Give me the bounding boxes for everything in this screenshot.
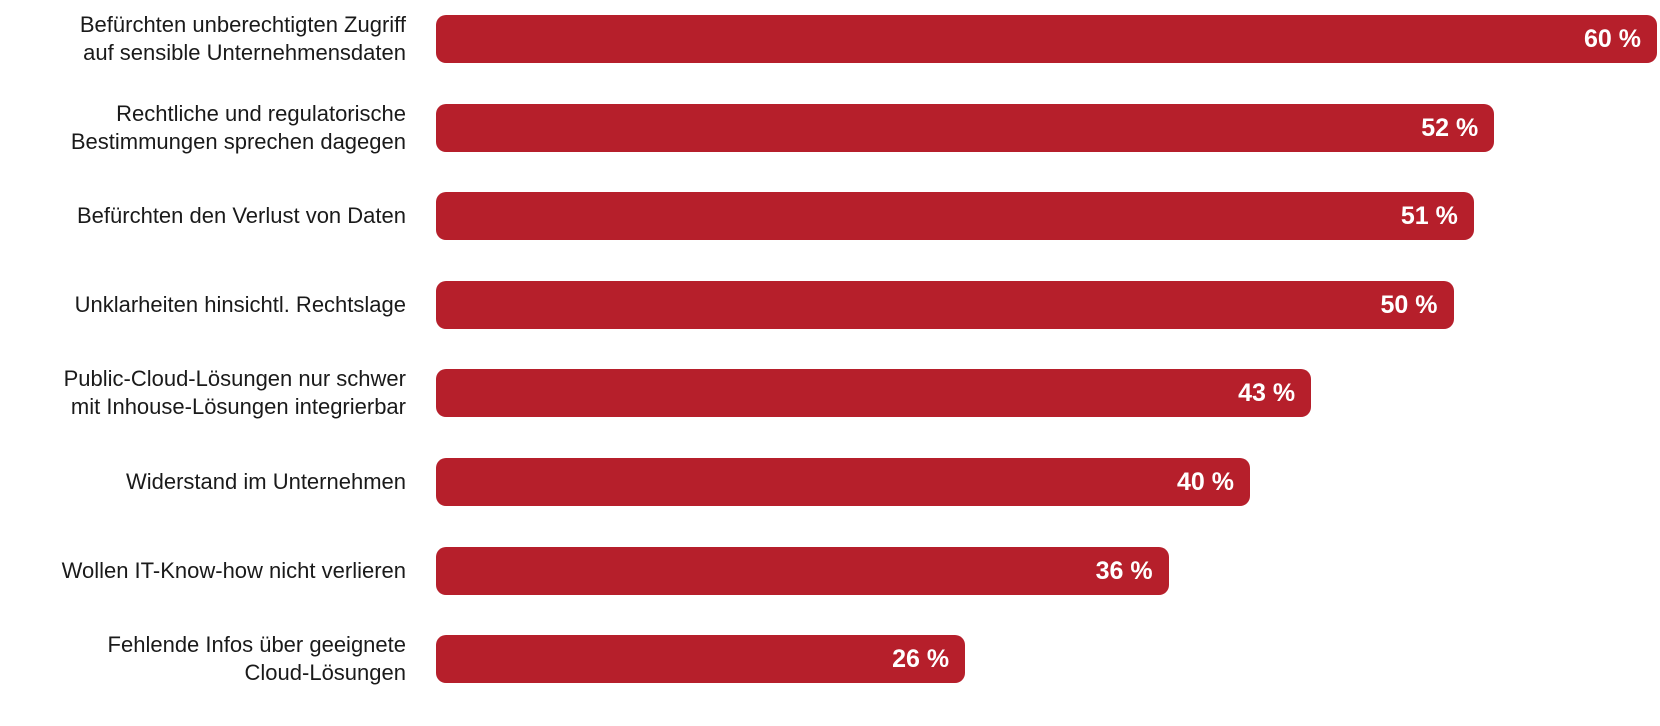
bar xyxy=(436,458,1250,506)
value-label: 50 % xyxy=(1380,290,1438,319)
value-label: 43 % xyxy=(1238,379,1296,408)
category-label: Rechtliche und regulatorische Bestimmung… xyxy=(70,100,406,154)
value-label: 26 % xyxy=(892,645,950,674)
category-label: Befürchten den Verlust von Daten xyxy=(77,203,406,229)
bar xyxy=(436,103,1495,152)
category-label: Public-Cloud-Lösungen nur schwer mit Inh… xyxy=(63,366,406,420)
category-label: Befürchten unberechtigten Zugriff auf se… xyxy=(79,12,406,65)
value-label: 52 % xyxy=(1421,113,1479,142)
category-label: Unklarheiten hinsichtl. Rechtslage xyxy=(74,291,406,317)
bar xyxy=(436,280,1454,329)
category-label: Fehlende Infos über geeignete Cloud-Lösu… xyxy=(107,632,406,686)
value-label: 36 % xyxy=(1095,556,1153,585)
bar xyxy=(436,635,966,684)
bar xyxy=(436,15,1657,63)
value-label: 60 % xyxy=(1584,25,1641,53)
category-label: Widerstand im Unternehmen xyxy=(125,469,406,494)
bar xyxy=(436,546,1169,595)
category-label: Wollen IT-Know-how nicht verlieren xyxy=(61,557,406,583)
value-label: 51 % xyxy=(1400,202,1458,231)
bar xyxy=(436,192,1474,241)
bar xyxy=(436,369,1312,418)
value-label: 40 % xyxy=(1177,468,1234,496)
